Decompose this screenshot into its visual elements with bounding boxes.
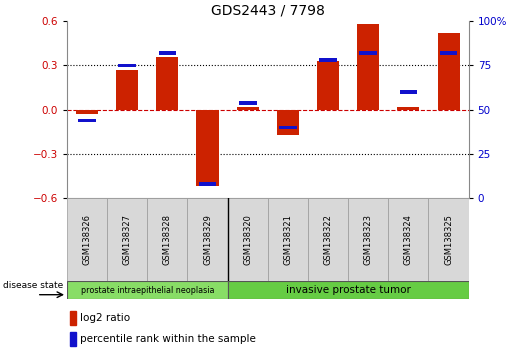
Bar [239,101,256,104]
Bar [197,110,218,187]
Bar [70,332,76,346]
Bar [157,57,178,110]
Bar [116,70,138,110]
Bar [359,51,377,55]
FancyBboxPatch shape [107,198,147,281]
Text: GSM138321: GSM138321 [283,215,293,265]
Bar [438,33,459,110]
Text: percentile rank within the sample: percentile rank within the sample [80,334,255,344]
Bar [70,312,76,325]
Bar [440,51,457,55]
Bar [159,51,176,55]
Bar [277,110,299,135]
Bar [78,119,96,122]
Bar [118,64,136,67]
Text: GSM138327: GSM138327 [123,214,132,266]
FancyBboxPatch shape [147,198,187,281]
Bar [319,58,337,62]
Bar [317,61,339,110]
Bar [76,110,98,114]
FancyBboxPatch shape [67,198,107,281]
Bar [279,126,297,129]
FancyBboxPatch shape [187,198,228,281]
FancyBboxPatch shape [228,281,469,299]
FancyBboxPatch shape [67,281,228,299]
Text: GSM138320: GSM138320 [243,215,252,265]
Bar [400,90,417,94]
Text: GSM138322: GSM138322 [323,215,333,265]
Text: GSM138326: GSM138326 [82,214,92,266]
FancyBboxPatch shape [388,198,428,281]
Text: prostate intraepithelial neoplasia: prostate intraepithelial neoplasia [80,286,214,295]
Text: invasive prostate tumor: invasive prostate tumor [286,285,410,295]
Text: log2 ratio: log2 ratio [80,313,130,323]
Text: GSM138323: GSM138323 [364,214,373,266]
FancyBboxPatch shape [348,198,388,281]
Text: GSM138328: GSM138328 [163,214,172,266]
Text: GSM138324: GSM138324 [404,215,413,265]
FancyBboxPatch shape [228,198,268,281]
Text: disease state: disease state [4,281,63,290]
FancyBboxPatch shape [428,198,469,281]
Text: GSM138329: GSM138329 [203,215,212,265]
Bar [357,24,379,110]
Text: GSM138325: GSM138325 [444,215,453,265]
FancyBboxPatch shape [308,198,348,281]
Bar [237,107,259,110]
Bar [199,182,216,186]
FancyBboxPatch shape [268,198,308,281]
Bar [398,107,419,110]
Title: GDS2443 / 7798: GDS2443 / 7798 [211,3,325,17]
